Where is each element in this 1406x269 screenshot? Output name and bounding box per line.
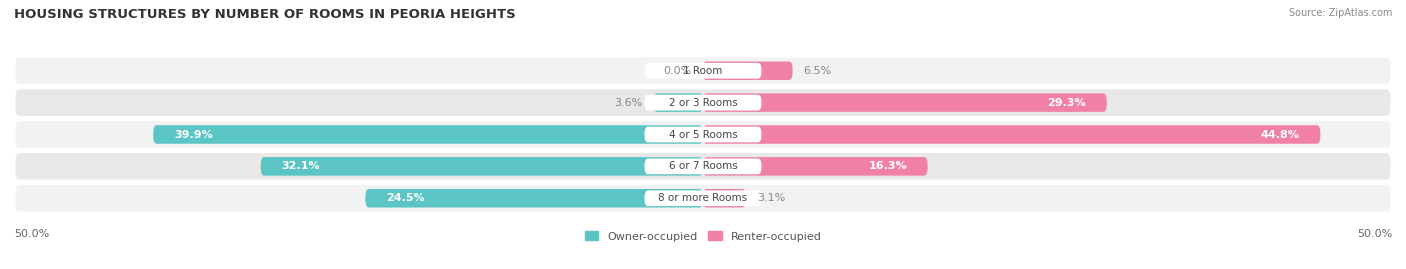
FancyBboxPatch shape (654, 93, 703, 112)
FancyBboxPatch shape (703, 189, 745, 207)
Text: 3.1%: 3.1% (756, 193, 785, 203)
FancyBboxPatch shape (703, 93, 1107, 112)
Text: 4 or 5 Rooms: 4 or 5 Rooms (669, 129, 737, 140)
Text: HOUSING STRUCTURES BY NUMBER OF ROOMS IN PEORIA HEIGHTS: HOUSING STRUCTURES BY NUMBER OF ROOMS IN… (14, 8, 516, 21)
FancyBboxPatch shape (644, 63, 762, 79)
Text: 44.8%: 44.8% (1261, 129, 1299, 140)
FancyBboxPatch shape (260, 157, 703, 176)
FancyBboxPatch shape (14, 184, 1392, 213)
Text: 3.6%: 3.6% (614, 98, 643, 108)
FancyBboxPatch shape (14, 56, 1392, 85)
FancyBboxPatch shape (644, 190, 762, 206)
Text: 2 or 3 Rooms: 2 or 3 Rooms (669, 98, 737, 108)
FancyBboxPatch shape (644, 158, 762, 174)
Text: 6 or 7 Rooms: 6 or 7 Rooms (669, 161, 737, 171)
Text: 50.0%: 50.0% (1357, 229, 1392, 239)
FancyBboxPatch shape (703, 157, 928, 176)
Text: 50.0%: 50.0% (14, 229, 49, 239)
Text: 1 Room: 1 Room (683, 66, 723, 76)
FancyBboxPatch shape (644, 95, 762, 111)
Text: 6.5%: 6.5% (804, 66, 832, 76)
Text: Source: ZipAtlas.com: Source: ZipAtlas.com (1288, 8, 1392, 18)
FancyBboxPatch shape (703, 62, 793, 80)
Legend: Owner-occupied, Renter-occupied: Owner-occupied, Renter-occupied (581, 227, 825, 246)
Text: 0.0%: 0.0% (664, 66, 692, 76)
Text: 24.5%: 24.5% (387, 193, 425, 203)
FancyBboxPatch shape (153, 125, 703, 144)
FancyBboxPatch shape (14, 120, 1392, 149)
FancyBboxPatch shape (14, 152, 1392, 181)
FancyBboxPatch shape (366, 189, 703, 207)
Text: 8 or more Rooms: 8 or more Rooms (658, 193, 748, 203)
FancyBboxPatch shape (644, 127, 762, 142)
Text: 16.3%: 16.3% (869, 161, 907, 171)
Text: 32.1%: 32.1% (281, 161, 321, 171)
FancyBboxPatch shape (703, 125, 1320, 144)
Text: 29.3%: 29.3% (1047, 98, 1085, 108)
Text: 39.9%: 39.9% (174, 129, 212, 140)
FancyBboxPatch shape (14, 88, 1392, 117)
